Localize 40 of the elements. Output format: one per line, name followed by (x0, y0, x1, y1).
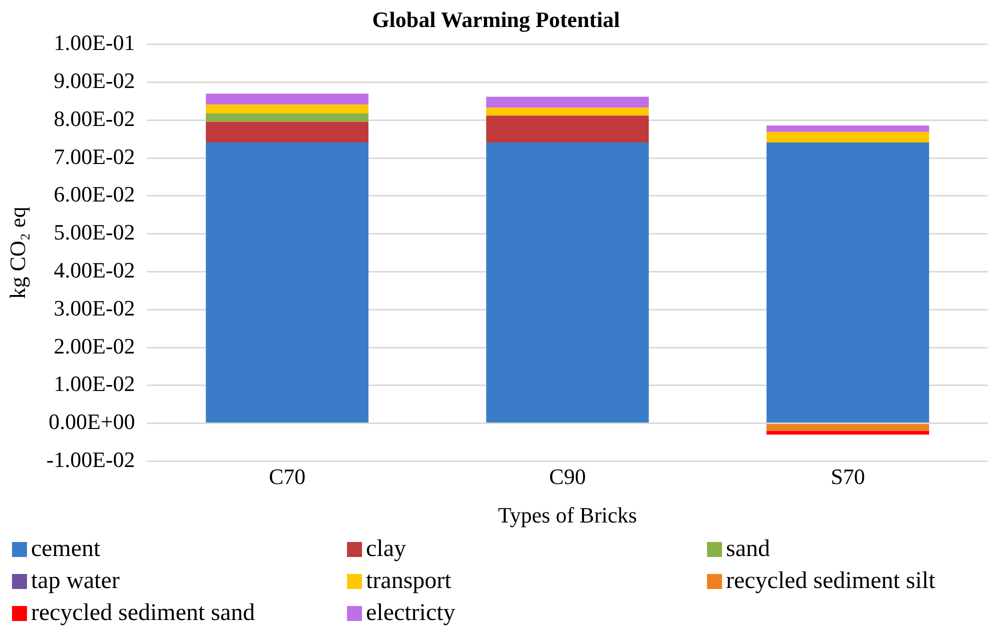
x-axis-title: Types of Bricks (498, 502, 637, 528)
y-tick-label: 4.00E-02 (54, 258, 135, 283)
bar (206, 94, 368, 105)
y-tick-label: 3.00E-02 (54, 295, 135, 320)
legend-label: clay (366, 535, 406, 564)
bar (486, 96, 649, 108)
bar (486, 108, 649, 116)
bar (486, 142, 649, 423)
x-tick-label: C70 (268, 464, 306, 490)
chart-title: Global Warming Potential (372, 6, 620, 32)
bar (766, 142, 930, 423)
legend-label: electricty (366, 599, 456, 628)
y-tick-label: 2.00E-02 (54, 333, 135, 358)
y-tick-label: 6.00E-02 (54, 182, 135, 207)
legend-label: recycled sediment sand (31, 599, 255, 628)
bar (766, 424, 930, 431)
y-axis-title: kg CO₂ eq (4, 206, 30, 299)
y-tick-label: 9.00E-02 (54, 68, 135, 94)
bar (206, 113, 368, 122)
bar (766, 125, 930, 132)
y-tick-label: 1.00E-02 (54, 371, 135, 396)
bar (766, 132, 930, 143)
bar (206, 104, 368, 114)
y-tick-label: 1.00E-01 (54, 30, 135, 56)
y-tick-label: 0.00E+00 (48, 409, 135, 434)
legend-label: tap water (31, 567, 120, 596)
y-tick-label: 7.00E-02 (54, 144, 135, 169)
y-tick-label: 5.00E-02 (54, 220, 135, 245)
x-tick-label: S70 (830, 464, 865, 490)
legend-label: cement (31, 535, 100, 564)
legend-label: recycled sediment silt (726, 567, 936, 596)
bar (206, 142, 368, 423)
x-tick-label: C90 (549, 464, 586, 490)
bar (206, 122, 368, 143)
legend-label: transport (366, 567, 452, 596)
bar (486, 116, 649, 143)
legend-label: sand (726, 535, 770, 564)
y-tick-label: 8.00E-02 (54, 106, 135, 131)
y-tick-label: -1.00E-02 (46, 446, 135, 472)
bar (766, 430, 930, 435)
